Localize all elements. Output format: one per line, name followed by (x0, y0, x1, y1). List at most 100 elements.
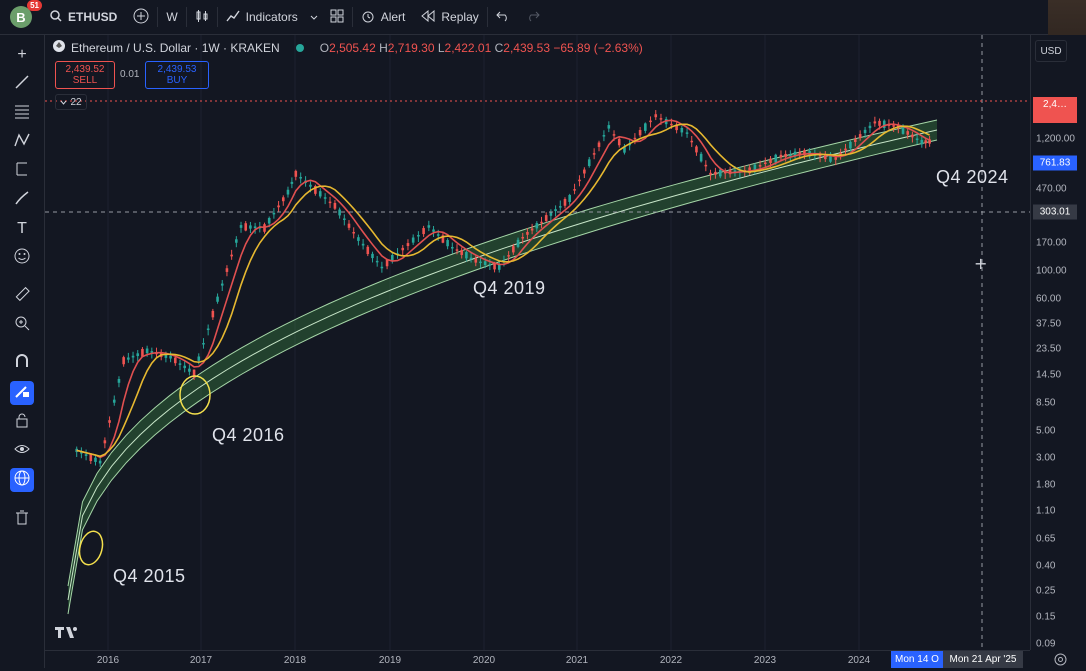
candle-body (474, 258, 478, 263)
highlight-ellipse (179, 375, 211, 415)
chart-type-button[interactable] (187, 0, 217, 34)
emoji-tool[interactable] (10, 246, 34, 270)
symbol-search[interactable]: ETHUSD (42, 0, 125, 34)
candle-body (573, 189, 576, 191)
interval-button[interactable]: W (158, 0, 185, 34)
alert-button[interactable]: Alert (353, 0, 414, 34)
measure-tool[interactable] (10, 284, 34, 308)
trendline-tool[interactable] (10, 72, 34, 96)
indicators-dropdown[interactable] (306, 0, 322, 34)
price-tick: 1.10 (1036, 505, 1056, 517)
currency-button[interactable]: USD (1035, 40, 1067, 62)
price-tick: 0.25 (1036, 585, 1056, 597)
candle-body (617, 138, 621, 146)
price-tick: 100.00 (1036, 265, 1067, 277)
candle-body (323, 197, 327, 199)
replay-button[interactable]: Replay (413, 0, 486, 34)
candle-body (764, 162, 767, 165)
visibility-tool[interactable] (10, 439, 34, 463)
time-tick: 2017 (189, 655, 213, 666)
candle-body (597, 142, 601, 147)
candle-body (882, 120, 886, 128)
brush-tool[interactable] (10, 188, 34, 212)
time-axis[interactable] (45, 650, 1030, 669)
price-axis[interactable]: USD (1030, 35, 1086, 650)
candle-body (906, 131, 910, 135)
candle-body (136, 353, 140, 357)
sell-price: 2,439.52 (65, 64, 105, 75)
candle-body (150, 351, 154, 353)
candle-body (202, 343, 205, 345)
candle-body (544, 215, 548, 221)
sell-label: SELL (72, 75, 98, 86)
candle-body (286, 189, 290, 195)
crosshair-tool[interactable]: + (10, 43, 34, 67)
candle-body (690, 140, 694, 143)
candle-body (211, 310, 215, 318)
close-value: 2,439.53 (503, 40, 550, 55)
candle-body (530, 228, 534, 231)
high-label: H (379, 40, 388, 55)
fib-lines-icon (14, 103, 30, 124)
redo-button[interactable] (518, 0, 548, 34)
lock-tool[interactable] (10, 410, 34, 434)
redo-icon (526, 10, 540, 25)
collapse-indicators-button[interactable]: 22 (55, 94, 87, 110)
candle-body (549, 212, 553, 216)
divider (185, 7, 187, 27)
candle-body (849, 141, 852, 149)
user-avatar[interactable]: B 51 (10, 0, 42, 28)
candle-body (169, 355, 172, 359)
candle-body (789, 154, 792, 157)
candle-body (901, 126, 905, 134)
sell-button[interactable]: 2,439.52 SELL (55, 61, 115, 89)
alarm-clock-icon (361, 9, 375, 26)
smiley-icon (14, 248, 30, 269)
interval-label: W (166, 10, 178, 24)
magnet-tool[interactable] (10, 351, 34, 375)
candle-body (432, 229, 435, 232)
price-tick: 5.00 (1036, 425, 1056, 437)
candle-body (623, 146, 626, 153)
candle-body (131, 355, 135, 358)
stay-in-drawing-mode-tool[interactable] (10, 381, 34, 405)
candle-body (844, 148, 847, 151)
candle-body (512, 246, 515, 253)
zoom-tool[interactable] (10, 313, 34, 337)
text-tool[interactable]: T (10, 217, 34, 241)
remove-drawings-tool[interactable] (10, 507, 34, 531)
candle-body (497, 264, 501, 270)
sync-drawings-tool[interactable] (10, 468, 34, 492)
layout-button[interactable] (322, 0, 352, 34)
buy-price: 2,439.53 (157, 64, 197, 75)
candle-body (239, 225, 243, 228)
pattern-tool[interactable] (10, 130, 34, 154)
trash-icon (14, 509, 30, 530)
candle-body (385, 259, 389, 267)
tradingview-logo (55, 626, 79, 642)
candle-body (249, 225, 252, 229)
settings-icon[interactable] (1054, 653, 1067, 671)
candle-body (733, 170, 737, 173)
candle-body (460, 250, 463, 255)
candle-body (592, 153, 596, 155)
compare-button[interactable] (125, 0, 157, 34)
price-tick: 0.09 (1036, 638, 1056, 650)
time-tick: 2020 (472, 655, 496, 666)
price-chart[interactable]: + (45, 35, 1030, 650)
candle-body (451, 247, 454, 249)
forecast-tool[interactable] (10, 159, 34, 183)
undo-button[interactable] (488, 0, 518, 34)
candle-body (915, 138, 919, 140)
buy-button[interactable]: 2,439.53 BUY (145, 61, 209, 89)
candle-body (654, 114, 658, 118)
candle-body (853, 138, 857, 142)
candle-body (649, 120, 652, 123)
candle-body (769, 158, 772, 164)
fib-tool[interactable] (10, 101, 34, 125)
candle-body (145, 348, 149, 354)
open-value: 2,505.42 (329, 40, 376, 55)
time-tick: 2016 (96, 655, 120, 666)
candle-body (587, 159, 591, 167)
indicators-button[interactable]: Indicators (218, 0, 306, 34)
